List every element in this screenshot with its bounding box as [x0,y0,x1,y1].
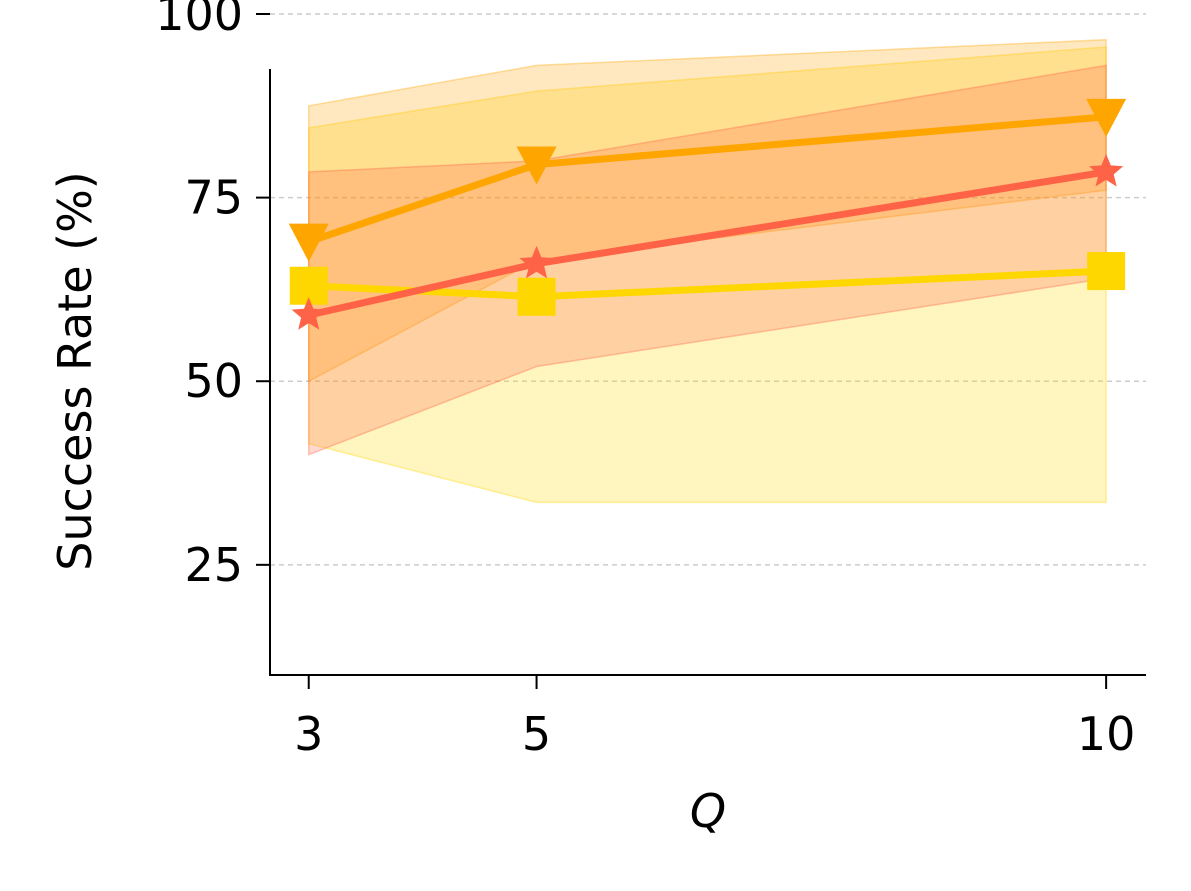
series-markers [288,98,1127,330]
x-axis-title: Q [690,784,726,838]
marker-series-1 [517,277,556,316]
y-tick-label: 75 [184,171,243,225]
band-series-1 [307,46,1107,504]
marker-series-3 [1089,153,1124,187]
grid-lines [270,13,1146,566]
x-tick-label: 10 [1077,707,1136,761]
x-tick-label: 5 [522,707,551,761]
axes: 25 50 75 100 3 5 10 [155,0,1146,761]
y-tick-label: 50 [184,354,243,408]
marker-series-2 [288,223,329,262]
y-tick-label: 25 [184,538,243,592]
band-series-2 [307,38,1107,383]
marker-series-3 [291,297,326,330]
x-tick-label: 3 [294,707,323,761]
marker-series-3 [519,245,554,279]
marker-series-2 [1086,98,1127,137]
marker-series-2 [516,146,557,185]
y-axis-title: Success Rate (%) [48,171,102,571]
marker-series-1 [1087,252,1126,291]
y-tick-label: 100 [155,0,243,41]
confidence-bands [307,38,1107,504]
